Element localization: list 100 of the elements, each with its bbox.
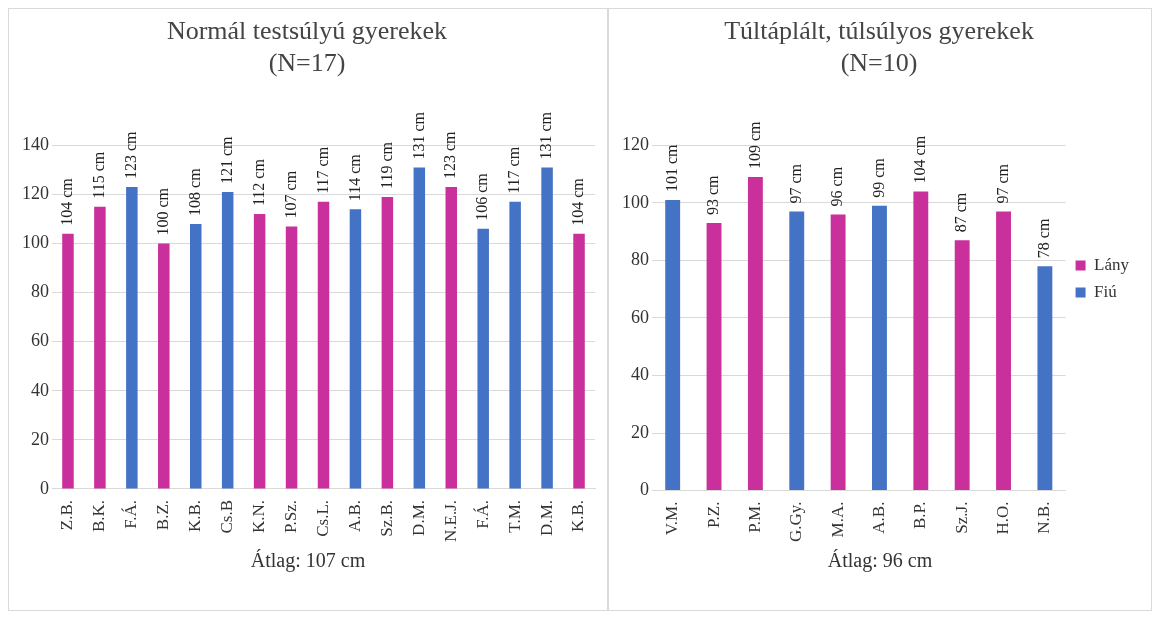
data-label: 117 cm [505,146,523,194]
x-tick-label: K.N. [249,499,269,534]
data-label: 115 cm [90,151,108,199]
y-tick-label: 120 [22,183,49,204]
y-tick-label: 60 [631,306,649,327]
bar [62,233,74,489]
x-tick-label: T.M. [504,499,524,533]
y-tick-label: 20 [31,428,49,449]
y-tick-label: 0 [640,479,649,500]
x-tick-label: P.Sz. [281,499,301,534]
data-label: 117 cm [313,146,331,194]
bar [1037,266,1053,491]
bar [747,177,763,491]
data-label: 123 cm [122,131,140,180]
x-tick-label: V.M. [662,501,682,536]
x-tick-label: B.P. [910,501,930,529]
y-tick-label: 140 [22,134,49,155]
bar [913,191,929,491]
data-label: 106 cm [473,172,491,221]
x-tick-label: H.O. [993,501,1012,535]
text: Átlag: 107 cm [249,549,367,572]
x-tick-label: K.B. [568,499,588,533]
data-label: 87 cm [952,192,970,233]
bar [94,206,106,489]
data-label: 131 cm [537,111,555,160]
data-label: 78 cm [1035,218,1053,259]
x-tick-label: Sz.J. [951,501,971,534]
x-tick-label: P.M. [744,501,764,533]
bar [477,228,489,489]
x-tick-label: B.K. [89,499,109,533]
x-tick-label: G.Gy. [786,501,806,542]
chart-title: Normál testsúlyú gyerekek (N=17) [166,16,448,77]
bar [221,192,234,489]
data-label: 112 cm [249,158,267,207]
data-label: 109 cm [745,120,763,170]
data-label: 97 cm [786,163,804,204]
x-tick-label: Z.B. [57,499,77,531]
bar [349,209,362,489]
y-tick-label: 80 [31,281,49,302]
x-tick-label: N.B. [1034,501,1054,534]
y-tick-label: 120 [622,134,649,155]
bar [126,187,138,489]
x-tick-label: M.A. [827,501,847,538]
y-tick-label: 60 [31,330,49,351]
data-label: 123 cm [441,131,459,180]
data-label: 97 cm [993,163,1011,204]
x-tick-label: D.M. [408,499,428,536]
x-tick-label: A.B. [868,501,888,534]
bar [789,211,805,491]
bar [706,223,722,491]
x-tick-label: N.E.J. [440,499,460,542]
bar [381,196,394,489]
y-tick-label: 40 [631,364,649,385]
bar [445,187,458,489]
x-tick-label: F.Á. [121,499,141,529]
bar [158,243,170,489]
bar [954,240,970,491]
bar [573,233,585,489]
data-label: 101 cm [662,143,680,193]
y-tick-label: 40 [31,379,49,400]
data-label: 114 cm [345,153,363,202]
bar [830,214,846,491]
y-tick-label: 80 [631,249,649,270]
bar [665,200,681,491]
x-tick-label: A.B. [344,499,364,533]
data-label: 96 cm [828,166,846,207]
y-tick-label: 0 [40,477,49,498]
bar [509,201,521,489]
bar [253,214,266,489]
x-tick-label: Cs.L. [312,499,332,537]
text: Átlag: 96 cm [826,549,934,572]
data-label: 93 cm [704,174,722,216]
y-tick-label: 100 [22,232,49,253]
data-label: 104 cm [911,135,929,184]
x-tick-label: Sz.B. [376,499,396,537]
bar [413,167,426,489]
chart-title: Túltáplált, túlsúlyos gyerekek (N=10) [724,16,1034,77]
legend-label: Fiú [1094,281,1118,301]
data-label: 107 cm [281,170,299,219]
x-tick-label: D.M. [536,499,556,536]
bar [285,226,298,489]
data-label: 100 cm [154,187,171,236]
bar [541,167,553,489]
y-tick-label: 100 [622,191,649,212]
x-tick-label: B.Z. [153,499,173,531]
x-tick-label: Cs.B [217,499,237,534]
data-label: 119 cm [377,141,395,189]
bar [872,205,887,491]
data-label: 99 cm [869,157,887,198]
bar [996,211,1011,491]
data-label: 131 cm [409,111,427,160]
bar [189,223,202,489]
data-label: 104 cm [569,177,587,226]
legend-label: Lány [1094,254,1130,274]
bar [317,201,330,489]
x-tick-label: P.Z. [703,501,723,529]
y-tick-label: 20 [631,421,649,442]
data-label: 108 cm [185,167,203,216]
x-tick-label: F.Á. [472,499,492,529]
data-label: 104 cm [58,177,76,226]
